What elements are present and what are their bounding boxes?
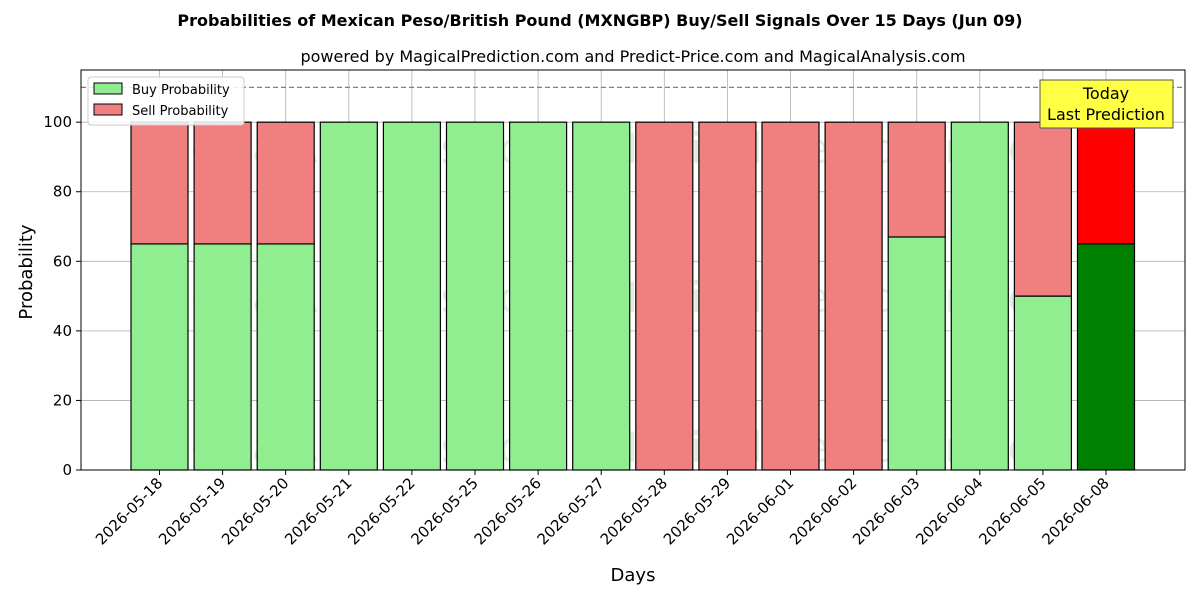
sell-bar [761,121,820,471]
y-tick-label: 40 [53,322,72,340]
y-axis-label: Probability [16,224,37,319]
bars [130,121,1136,471]
x-tick-label: 2026-05-20 [218,474,292,548]
x-tick-label: 2026-06-02 [786,474,860,548]
buy-bar [572,121,631,471]
x-tick-label: 2026-05-28 [597,474,671,548]
plot-frame [80,69,1186,471]
y-tick-label: 80 [53,183,72,201]
y-tick-label: 20 [53,391,72,409]
sell-bar [256,121,315,245]
sell-bar [824,121,883,471]
x-axis: 2026-05-182026-05-192026-05-202026-05-21… [92,470,1113,548]
chart-subtitle: powered by MagicalPrediction.com and Pre… [300,47,965,66]
buy-bar [445,121,505,471]
annotation-last-prediction: Last Prediction [1047,105,1165,124]
annotation-box [1039,79,1174,129]
x-tick-label: 2026-06-03 [849,474,923,548]
buy-bar [1076,243,1136,471]
y-tick-label: 100 [43,113,72,131]
x-tick-label: 2026-05-27 [534,474,608,548]
buy-bar [130,243,189,471]
buy-bar [887,236,946,471]
x-tick-label: 2026-06-08 [1038,474,1112,548]
chart-title: Probabilities of Mexican Peso/British Po… [177,11,1022,30]
buy-bar [193,243,252,471]
x-axis-label: Days [611,565,656,586]
x-tick-label: 2026-05-29 [660,474,734,548]
legend-sell-label: Sell Probability [132,104,229,119]
x-tick-label: 2026-06-01 [723,474,797,548]
x-tick-label: 2026-06-04 [912,474,986,548]
legend: Buy Probability Sell Probability [87,76,245,126]
legend-frame [87,76,245,126]
buy-bar [319,121,378,471]
sell-bar [635,121,694,471]
sell-bar [1076,121,1136,245]
y-axis: 0 20 40 60 80 100 [43,113,81,479]
x-tick-label: 2026-05-25 [407,474,481,548]
buy-bar [1013,295,1073,471]
y-tick-label: 0 [62,461,72,479]
sell-bar [1013,121,1073,297]
today-annotation: Today Last Prediction [1039,79,1174,129]
sell-bar [887,121,946,238]
x-tick-label: 2026-05-21 [281,474,355,548]
x-tick-label: 2026-05-22 [344,474,418,548]
x-tick-label: 2026-05-26 [471,474,545,548]
buy-bar [950,121,1009,471]
buy-bar [509,121,568,471]
x-tick-label: 2026-06-05 [975,474,1049,548]
buy-bar [382,121,441,471]
x-tick-label: 2026-05-19 [155,474,229,548]
y-tick-label: 60 [53,252,72,270]
sell-bar [193,121,252,245]
sell-bar [698,121,757,471]
annotation-today: Today [1082,84,1129,103]
x-tick-label: 2026-05-18 [92,474,166,548]
legend-sell-swatch [93,103,123,116]
legend-buy-swatch [93,82,123,95]
buy-bar [256,243,315,471]
legend-buy-label: Buy Probability [132,83,230,98]
sell-bar [130,121,189,245]
